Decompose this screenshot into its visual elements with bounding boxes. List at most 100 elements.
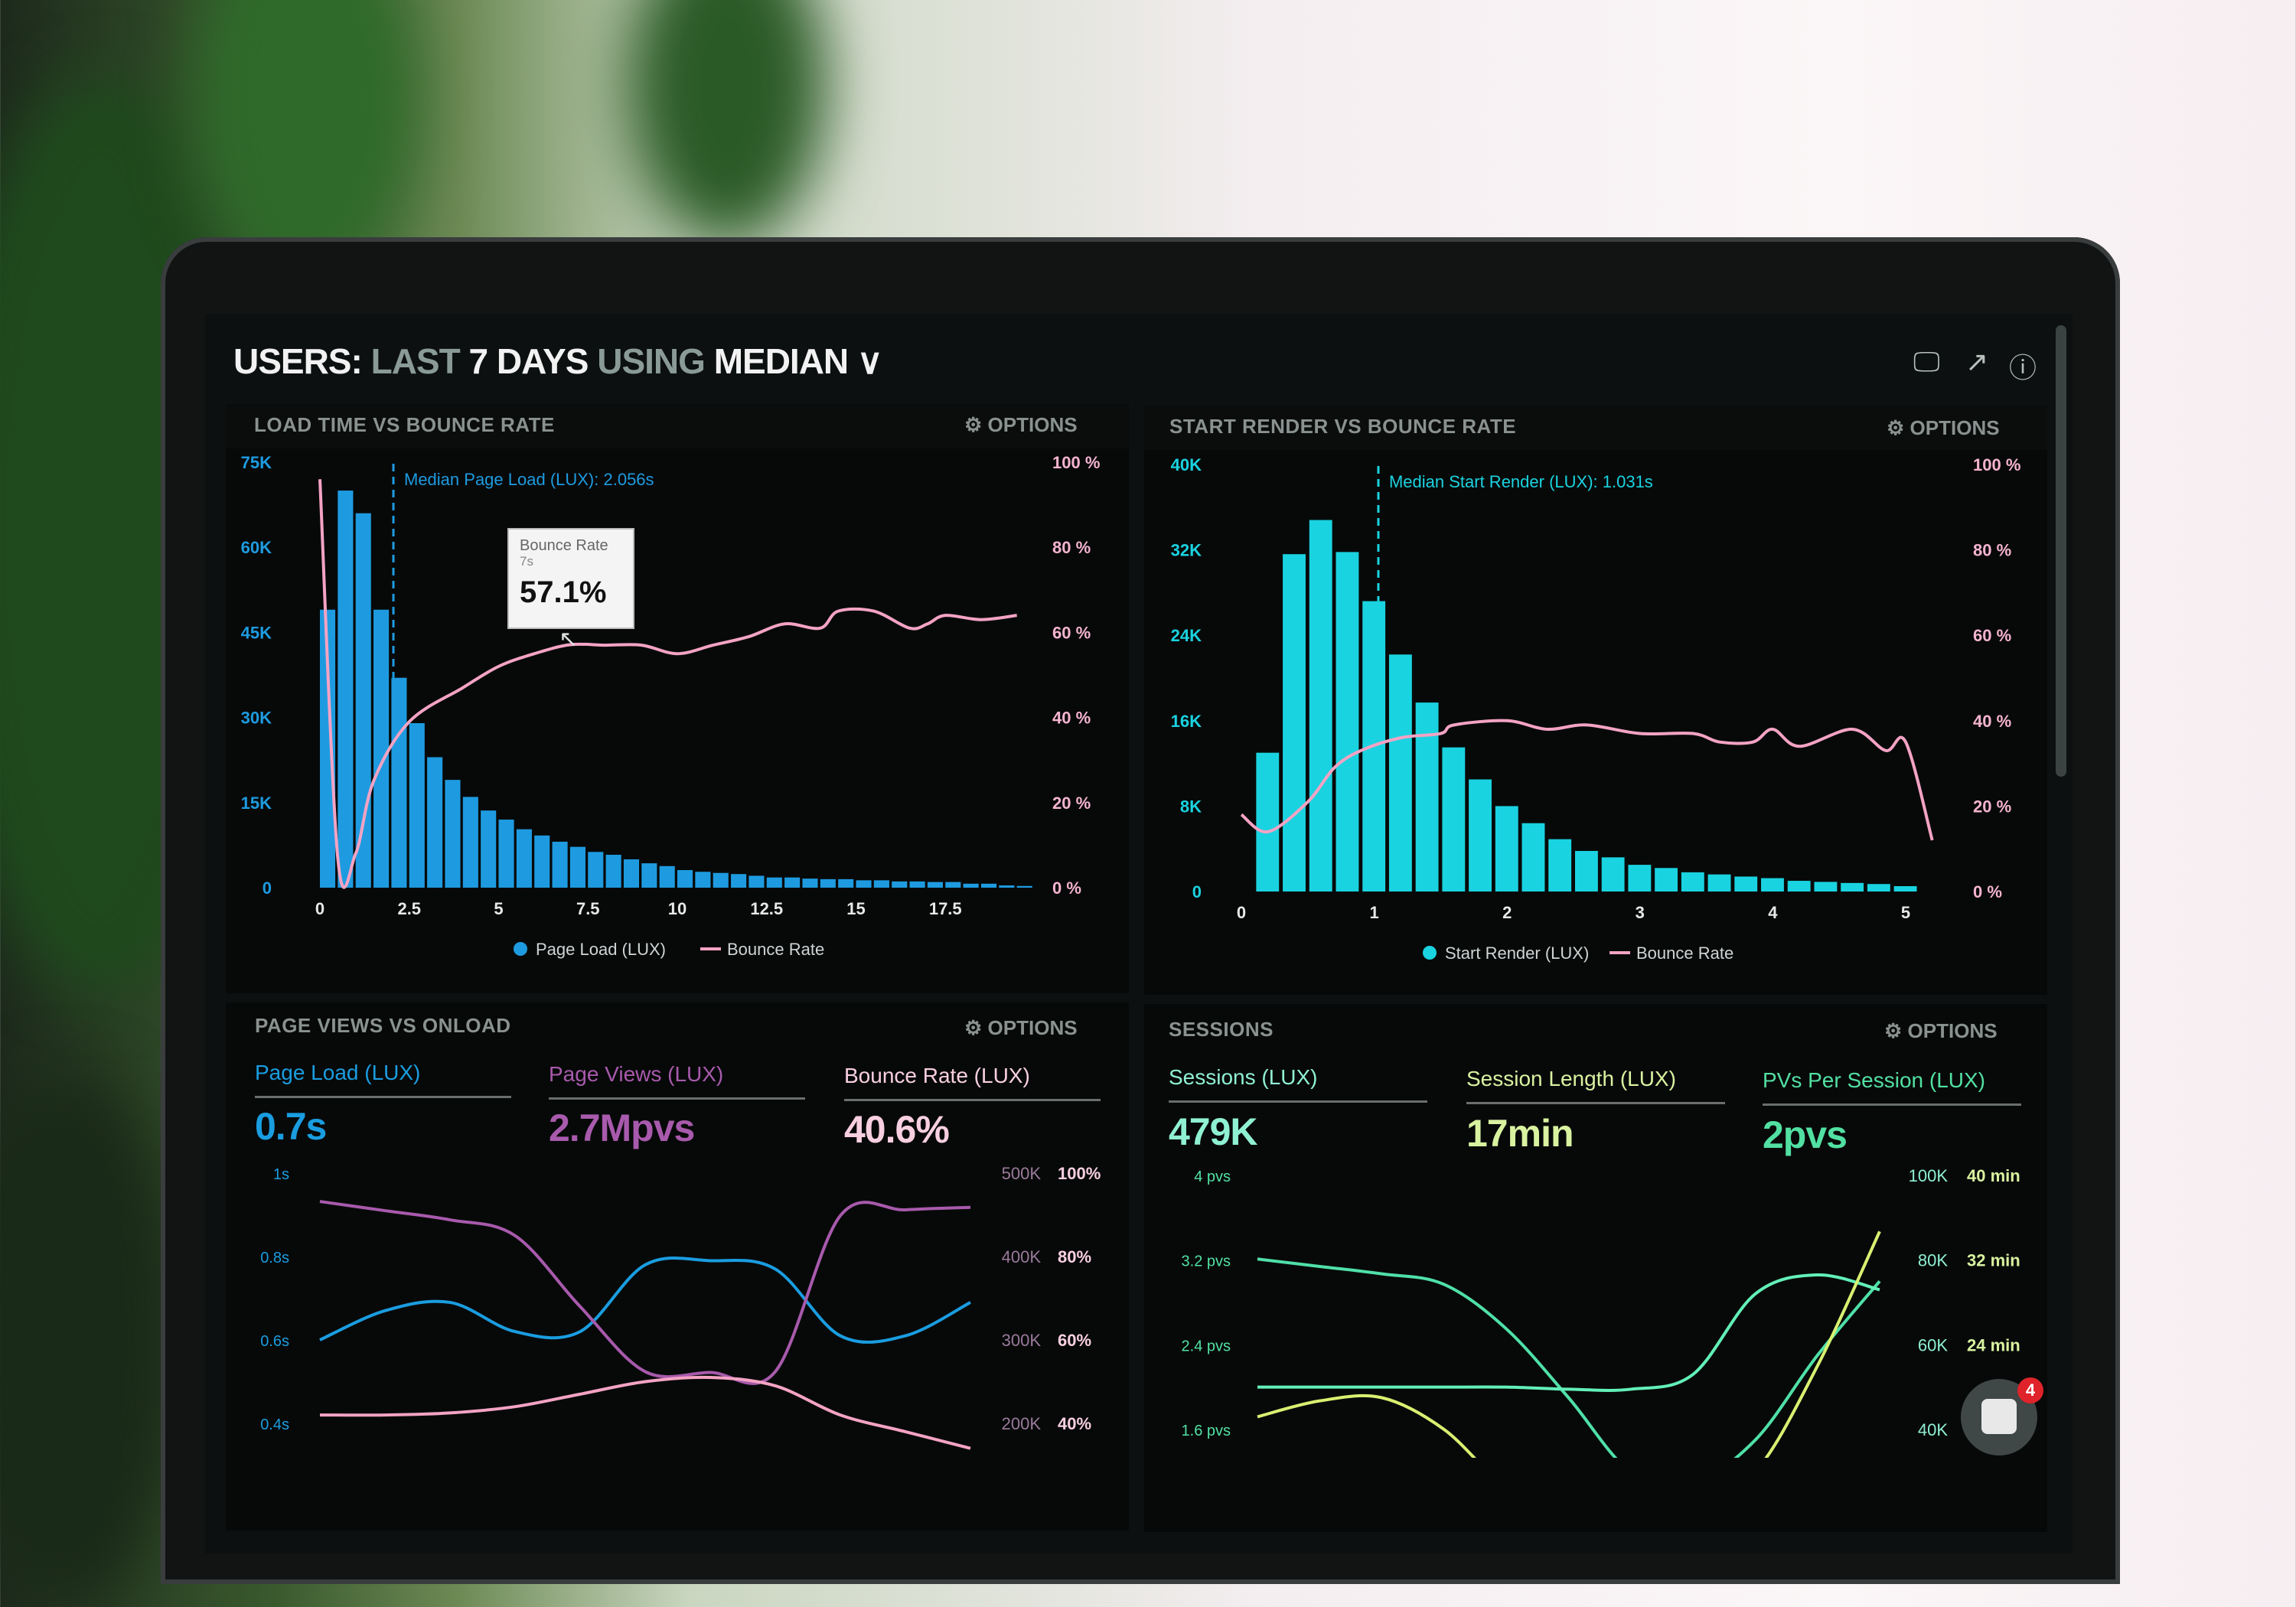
histogram-bar xyxy=(659,865,675,888)
notification-badge: 4 xyxy=(2017,1377,2043,1403)
x-tick-label: 5 xyxy=(1901,903,1910,922)
series-line xyxy=(1257,1273,1880,1392)
y-right-tick-label: 100 % xyxy=(1052,453,1100,472)
histogram-bar xyxy=(802,878,818,888)
histogram-bar xyxy=(588,852,604,888)
panel-page-views xyxy=(226,1002,1129,1530)
y-right-tick-label: 100K xyxy=(1909,1166,1949,1185)
histogram-bar xyxy=(373,609,390,888)
divider xyxy=(1169,1100,1427,1103)
median-annotation: Median Page Load (LUX): 2.056s xyxy=(404,470,654,489)
y-left-tick-label: 4 pvs xyxy=(1194,1169,1231,1185)
histogram-bar xyxy=(1016,885,1032,888)
divider xyxy=(549,1097,805,1100)
metric-value-page-load: 0.7s xyxy=(255,1105,327,1148)
title-users: USERS: xyxy=(233,341,363,381)
histogram-bar xyxy=(748,875,765,888)
help-icon[interactable]: ⓘ xyxy=(2009,352,2037,383)
y-left-tick-label: 0.8s xyxy=(260,1250,289,1266)
metric-label-page-load[interactable]: Page Load (LUX) xyxy=(255,1061,421,1084)
y-left-tick-label: 3.2 pvs xyxy=(1182,1253,1231,1270)
histogram-bar xyxy=(909,881,925,888)
series-line xyxy=(1257,1231,1881,1458)
tooltip-title: Bounce Rate xyxy=(520,537,608,554)
y-left-tick-label: 60K xyxy=(241,538,272,557)
charts-layer: Median Page Load (LUX): 2.056s 0 15K 30K 45K… xyxy=(241,453,2020,1458)
options-button[interactable]: ⚙ OPTIONS xyxy=(1884,1019,1998,1043)
histogram-bar xyxy=(391,677,407,888)
legend-label: Page Load (LUX) xyxy=(536,940,666,959)
series-line xyxy=(319,1200,971,1385)
y-right-tick-label: 60% xyxy=(1058,1331,1091,1350)
histogram-bar xyxy=(516,829,532,888)
page-title[interactable]: USERS: LAST 7 DAYS USING MEDIAN ∨ xyxy=(233,341,883,382)
share-icon[interactable]: ↗ xyxy=(1965,346,1989,377)
histogram-bar xyxy=(534,835,550,888)
metric-label-pvs-per-session[interactable]: PVs Per Session (LUX) xyxy=(1763,1068,1985,1092)
gear-icon: ⚙ xyxy=(964,1016,983,1039)
legend-label: Start Render (LUX) xyxy=(1445,944,1589,963)
options-button[interactable]: ⚙ OPTIONS xyxy=(964,1016,1078,1040)
series-line xyxy=(1257,1257,1881,1458)
gear-icon: ⚙ xyxy=(1884,1019,1903,1042)
x-tick-label: 7.5 xyxy=(576,899,600,918)
histogram-bar xyxy=(355,513,371,888)
x-tick-label: 0 xyxy=(315,899,325,918)
title-last: LAST xyxy=(370,341,461,381)
series-line xyxy=(319,1375,971,1450)
metric-label-sessions[interactable]: Sessions (LUX) xyxy=(1169,1065,1318,1089)
histogram-bar xyxy=(605,855,621,888)
histogram-bar xyxy=(1655,868,1678,892)
options-label: OPTIONS xyxy=(987,413,1078,436)
histogram-bar xyxy=(856,880,872,888)
histogram-bar xyxy=(1336,552,1359,892)
plant-leaf xyxy=(0,1071,184,1607)
histogram-bar xyxy=(892,881,908,888)
x-tick-label: 5 xyxy=(494,899,503,918)
y-left-tick-label: 45K xyxy=(241,623,272,642)
panel-title: PAGE VIEWS VS ONLOAD xyxy=(255,1014,511,1037)
histogram-bar xyxy=(766,877,782,888)
scrollbar[interactable] xyxy=(2056,325,2066,777)
histogram-bar xyxy=(838,878,854,888)
metric-label-bounce-rate[interactable]: Bounce Rate (LUX) xyxy=(844,1064,1030,1087)
y-left-tick-label: 1.6 pvs xyxy=(1182,1423,1231,1439)
panel-sessions xyxy=(1144,1004,2047,1532)
options-button[interactable]: ⚙ OPTIONS xyxy=(1887,416,2000,440)
histogram-bar xyxy=(1628,865,1652,892)
y-right-tick-label: 40 min xyxy=(1967,1166,2020,1185)
x-tick-label: 1 xyxy=(1369,903,1378,922)
y-right-tick-label: 200K xyxy=(1002,1414,1042,1433)
histogram-bar xyxy=(1681,872,1704,892)
monitor-icon[interactable]: 🖵 xyxy=(1913,346,1940,377)
histogram-bar xyxy=(641,863,657,888)
y-right-tick-label: 300K xyxy=(1002,1331,1042,1350)
y-left-tick-label: 2.4 pvs xyxy=(1182,1338,1231,1354)
y-right-tick-label: 400K xyxy=(1002,1247,1042,1266)
tooltip-value: 57.1% xyxy=(520,575,607,609)
y-right-tick-label: 60 % xyxy=(1052,623,1091,642)
metric-label-page-views[interactable]: Page Views (LUX) xyxy=(549,1062,724,1086)
divider xyxy=(255,1096,511,1098)
metric-label-session-length[interactable]: Session Length (LUX) xyxy=(1466,1067,1676,1090)
histogram-bar xyxy=(677,870,693,888)
histogram-bar xyxy=(820,878,836,888)
histogram-bar xyxy=(427,757,443,888)
legend-label: Bounce Rate xyxy=(1636,944,1733,963)
y-right-tick-label: 20 % xyxy=(1973,797,2011,816)
options-label: OPTIONS xyxy=(1907,1019,1998,1042)
histogram-bar xyxy=(1734,876,1758,892)
legend-label: Bounce Rate xyxy=(727,940,824,959)
y-right-tick-label: 40K xyxy=(1918,1420,1948,1439)
options-button[interactable]: ⚙ OPTIONS xyxy=(964,413,1078,437)
y-left-tick-label: 40K xyxy=(1171,455,1202,474)
metric-value-bounce-rate: 40.6% xyxy=(844,1108,950,1151)
histogram-bar xyxy=(784,877,801,888)
y-right-tick-label: 60K xyxy=(1918,1335,1948,1354)
chevron-down-icon[interactable]: ∨ xyxy=(856,341,883,381)
histogram-bar xyxy=(552,841,568,888)
histogram-bar xyxy=(409,723,425,888)
histogram-bar xyxy=(1787,881,1811,892)
x-tick-label: 3 xyxy=(1636,903,1645,922)
y-left-tick-label: 15K xyxy=(241,794,272,813)
